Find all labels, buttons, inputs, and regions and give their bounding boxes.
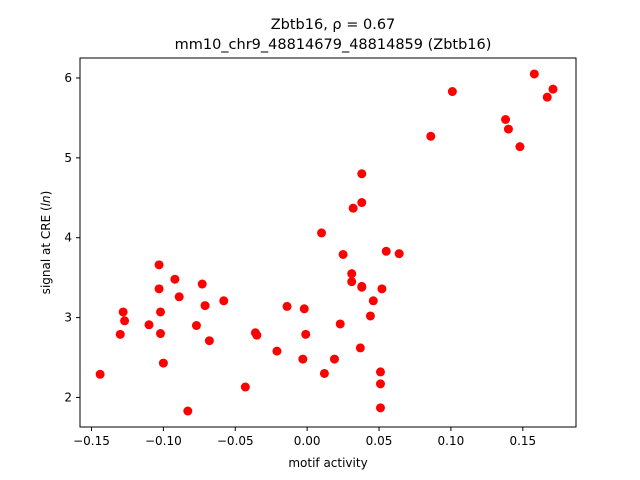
data-point-26 <box>317 228 327 238</box>
chart-title-line-1: Zbtb16, ρ = 0.67 <box>271 17 396 33</box>
data-point-6 <box>154 284 164 294</box>
data-point-40 <box>368 296 378 306</box>
data-point-49 <box>501 115 511 124</box>
data-point-18 <box>240 382 250 392</box>
data-point-28 <box>329 354 339 364</box>
data-point-51 <box>515 142 525 152</box>
data-point-42 <box>375 379 385 389</box>
x-tick-label: −0.10 <box>145 434 182 448</box>
data-point-14 <box>197 279 207 289</box>
data-point-13 <box>191 321 201 331</box>
y-tick-label: 6 <box>64 71 72 85</box>
data-point-30 <box>338 249 348 259</box>
y-axis-label-suffix: ) <box>39 191 53 196</box>
data-point-4 <box>144 320 154 330</box>
data-point-44 <box>377 284 387 294</box>
data-point-17 <box>219 296 229 306</box>
chart-title-line-2: mm10_chr9_48814679_48814859 (Zbtb16) <box>175 37 492 53</box>
data-point-54 <box>548 84 558 94</box>
data-point-41 <box>375 403 385 413</box>
data-point-31 <box>347 277 357 287</box>
data-point-24 <box>299 304 309 314</box>
data-point-27 <box>319 368 329 378</box>
data-point-46 <box>394 249 404 259</box>
y-axis-ticks: 2 3 4 5 6 <box>64 71 80 404</box>
data-point-47 <box>426 131 436 141</box>
data-point-5 <box>154 260 164 270</box>
data-point-39 <box>365 311 375 321</box>
y-axis-label: signal at CRE (ln) <box>39 191 53 295</box>
data-point-8 <box>156 329 166 339</box>
data-point-52 <box>529 69 539 79</box>
data-point-29 <box>335 319 345 329</box>
data-point-11 <box>174 292 184 302</box>
data-point-21 <box>272 346 282 356</box>
plot-frame <box>79 57 577 428</box>
x-tick-label: 0.00 <box>294 434 321 448</box>
x-tick-label: 0.05 <box>366 434 393 448</box>
data-point-20 <box>252 330 262 340</box>
y-axis-label-italic: ln <box>39 195 53 206</box>
data-point-32 <box>347 269 357 279</box>
data-point-10 <box>170 274 180 284</box>
data-point-3 <box>120 316 130 326</box>
y-axis-label-prefix: signal at CRE ( <box>39 206 53 294</box>
data-point-48 <box>447 87 457 97</box>
data-point-23 <box>298 354 308 364</box>
data-point-36 <box>357 282 367 292</box>
data-point-2 <box>118 307 128 317</box>
data-point-33 <box>348 203 358 213</box>
data-point-15 <box>200 301 210 311</box>
data-point-7 <box>156 307 166 317</box>
data-point-0 <box>95 369 105 379</box>
data-point-9 <box>158 358 168 368</box>
data-point-12 <box>183 406 193 416</box>
data-points <box>95 69 558 416</box>
data-point-43 <box>375 367 385 377</box>
data-point-16 <box>204 336 214 346</box>
data-point-34 <box>355 343 365 353</box>
data-point-38 <box>357 169 367 179</box>
x-tick-label: 0.15 <box>509 434 536 448</box>
data-point-37 <box>357 198 367 208</box>
data-point-45 <box>381 246 391 256</box>
y-tick-label: 5 <box>64 151 72 165</box>
x-tick-label: −0.15 <box>73 434 110 448</box>
y-tick-label: 3 <box>64 311 72 325</box>
x-axis-ticks: −0.15 −0.10 −0.05 0.00 0.05 0.10 0.15 <box>73 427 536 448</box>
y-tick-label: 2 <box>64 390 72 404</box>
data-point-53 <box>542 92 552 102</box>
data-point-22 <box>282 301 292 311</box>
x-tick-label: 0.10 <box>438 434 465 448</box>
data-point-1 <box>115 329 125 339</box>
data-point-50 <box>503 124 513 134</box>
data-point-25 <box>301 329 311 339</box>
y-tick-label: 4 <box>64 231 72 245</box>
x-axis-label: motif activity <box>288 456 367 470</box>
x-tick-label: −0.05 <box>217 434 254 448</box>
